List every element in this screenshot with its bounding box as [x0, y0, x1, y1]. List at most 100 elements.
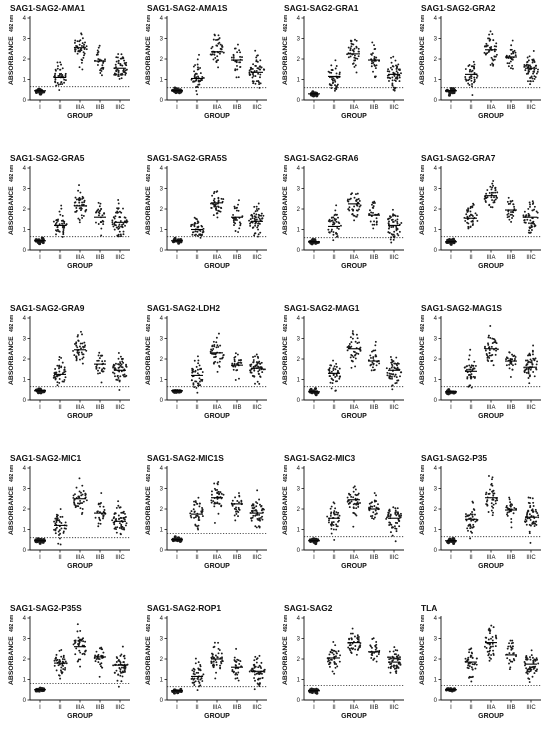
data-point	[514, 51, 517, 54]
data-point	[62, 654, 65, 657]
data-point	[394, 77, 397, 80]
data-point	[81, 353, 84, 356]
data-point	[332, 369, 335, 371]
data-point	[334, 80, 337, 83]
data-point	[386, 371, 389, 374]
data-point	[469, 527, 472, 530]
data-point	[527, 59, 530, 62]
y-tick-label: 4	[23, 166, 27, 172]
data-point	[253, 205, 256, 208]
data-point	[236, 363, 239, 366]
data-point	[212, 500, 215, 503]
x-tick-label: I	[176, 405, 178, 411]
y-tick-label: 4	[160, 16, 164, 22]
data-point	[58, 381, 61, 384]
data-point	[397, 519, 400, 522]
data-point	[389, 238, 392, 241]
data-point	[125, 72, 127, 75]
data-point	[372, 349, 375, 352]
data-point	[526, 359, 529, 362]
data-point	[248, 74, 251, 76]
data-point	[390, 662, 393, 665]
data-point	[476, 74, 479, 77]
data-point	[62, 229, 65, 231]
data-point	[526, 517, 529, 520]
data-point	[120, 235, 123, 238]
data-point	[214, 654, 217, 657]
data-point	[492, 201, 495, 204]
data-point	[467, 65, 470, 67]
data-point	[101, 666, 104, 669]
data-point	[197, 680, 200, 683]
data-point	[531, 61, 534, 64]
data-point	[512, 203, 515, 206]
data-point	[354, 635, 356, 638]
data-point	[330, 64, 333, 67]
data-point	[64, 72, 67, 75]
data-point	[104, 58, 106, 61]
data-point	[355, 333, 358, 336]
data-point	[195, 89, 198, 92]
data-point	[335, 220, 338, 223]
data-point	[532, 58, 535, 61]
data-point	[368, 502, 371, 505]
data-point	[252, 514, 255, 517]
data-point	[527, 370, 530, 373]
data-point	[63, 81, 66, 84]
data-point	[372, 70, 374, 73]
data-point	[489, 47, 492, 50]
data-point	[333, 502, 336, 505]
data-point	[96, 53, 99, 56]
data-point	[193, 386, 196, 388]
data-point	[259, 65, 261, 68]
data-point	[400, 514, 403, 517]
data-point	[113, 671, 116, 674]
data-point	[468, 514, 471, 517]
data-point	[55, 513, 58, 516]
data-point	[391, 208, 394, 211]
data-point	[490, 345, 493, 348]
data-point	[492, 503, 495, 506]
data-point	[372, 211, 374, 214]
data-point	[81, 42, 84, 45]
x-axis-label: GROUP	[67, 413, 93, 420]
data-point	[375, 641, 378, 643]
data-point	[263, 670, 266, 673]
data-point	[508, 659, 511, 661]
data-point	[511, 39, 514, 42]
data-point	[351, 213, 354, 215]
data-point	[506, 216, 509, 219]
data-point	[354, 493, 357, 496]
data-point	[221, 45, 224, 48]
x-tick-label: IIIA	[75, 105, 84, 111]
data-point	[124, 224, 126, 227]
data-point	[508, 62, 511, 65]
y-tick-label: 1	[160, 528, 164, 534]
data-point	[352, 496, 355, 499]
data-point	[470, 77, 473, 80]
data-point	[533, 223, 536, 225]
data-point	[81, 333, 83, 336]
data-point	[533, 208, 536, 211]
data-point	[253, 212, 256, 215]
x-tick-label: IIIB	[369, 555, 378, 561]
data-point	[239, 359, 242, 362]
data-point	[118, 379, 121, 382]
data-point	[59, 61, 62, 64]
data-point	[486, 356, 489, 359]
data-point	[75, 355, 78, 358]
data-point	[84, 41, 86, 44]
data-point	[249, 224, 252, 227]
data-point	[354, 357, 357, 360]
data-point	[250, 519, 253, 522]
data-point	[535, 657, 538, 660]
data-point	[505, 356, 508, 359]
data-point	[330, 658, 333, 661]
data-point	[112, 664, 115, 667]
data-point	[81, 493, 84, 496]
data-point	[249, 218, 252, 221]
data-point	[52, 376, 55, 379]
data-point	[209, 53, 212, 56]
data-point	[61, 515, 64, 518]
data-point	[56, 364, 59, 367]
